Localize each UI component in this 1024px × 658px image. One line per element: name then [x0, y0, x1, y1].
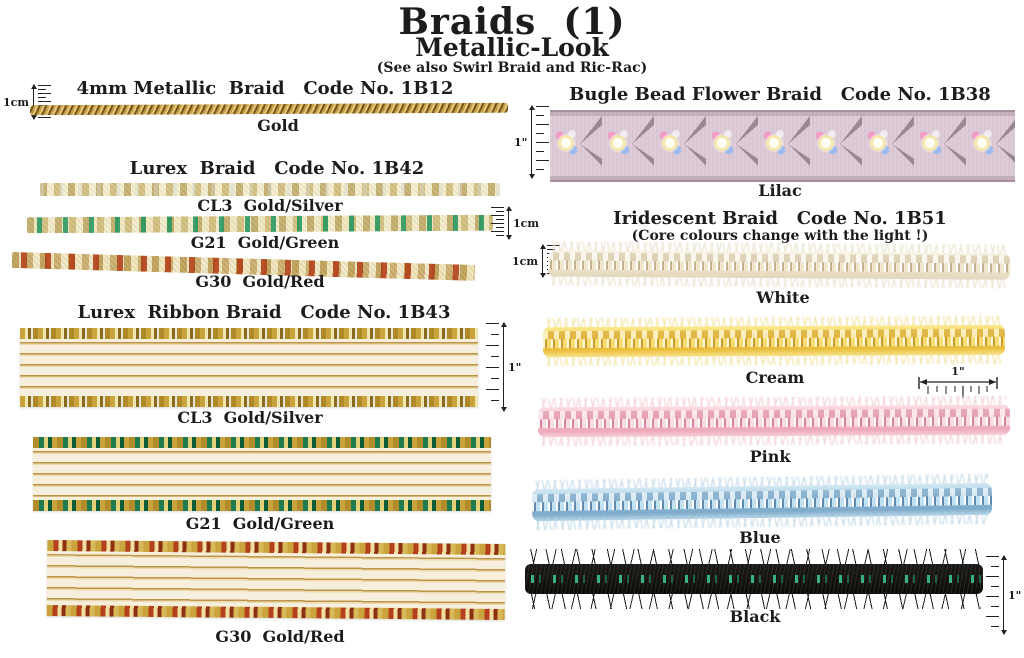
ruler-1in-horizontal: 1": [916, 366, 1000, 401]
sample-label-lurex-g21: G21 Gold/Green: [190, 233, 340, 252]
braid-image-lurex-cl3: [40, 183, 500, 196]
ruler-label: 1cm: [512, 254, 538, 268]
ruler-label: 1": [508, 360, 522, 374]
braid-image-white: [547, 250, 1011, 280]
ruler-label: 1": [514, 135, 528, 149]
ruler-arrow-line: [30, 84, 37, 120]
braid-core: [531, 482, 993, 522]
sample-label-blue: Blue: [739, 528, 781, 547]
sample-label-white: White: [756, 288, 810, 307]
ruler-ticks: [486, 323, 499, 411]
ruler-arrow-line: [500, 322, 507, 412]
braid-core: [525, 564, 983, 594]
sample-label-pink: Pink: [749, 447, 791, 466]
ruler-arrow-line: [505, 206, 512, 240]
braid-image-ribbon-g21: [33, 437, 491, 511]
sample-label-black: Black: [729, 607, 781, 626]
ruler-arrow-line: [539, 244, 546, 278]
section-title-lurex-ribbon-braid: Lurex Ribbon Braid Code No. 1B43: [77, 302, 451, 323]
ruler-arrow-line: [1000, 555, 1007, 635]
section-title-bugle-bead-flower-braid: Bugle Bead Flower Braid Code No. 1B38: [569, 84, 991, 105]
ruler-arrow-line: [528, 105, 535, 179]
section-note-iridescent: (Core colours change with the light !): [631, 228, 929, 244]
ruler-label: 1cm: [3, 95, 29, 109]
braid-image-lilac-bugle-bead: [550, 110, 1015, 182]
ruler-1in-lilac: 1": [514, 105, 550, 179]
sample-label-ribbon-cl3: CL3 Gold/Silver: [177, 408, 323, 427]
sample-label-cream: Cream: [745, 368, 805, 387]
sample-label-gold: Gold: [257, 116, 299, 135]
section-title-iridescent-braid: Iridescent Braid Code No. 1B51: [613, 208, 947, 229]
braid-core: [542, 324, 1006, 358]
ruler-ticks: [491, 207, 504, 239]
braid-image-gold-4mm: [29, 102, 509, 116]
braid-core: [547, 250, 1011, 280]
braid-image-pink: [537, 404, 1011, 438]
sample-label-ribbon-g30: G30 Gold/Red: [215, 627, 345, 646]
ruler-ticks: [986, 556, 999, 634]
braid-image-black: [525, 549, 983, 609]
page-note: (See also Swirl Braid and Ric-Rac): [376, 60, 648, 76]
ruler-1in-ribbon: 1": [486, 322, 522, 412]
ruler-graphic: [918, 377, 998, 398]
braid-image-cream: [542, 324, 1006, 358]
ruler-ticks: [536, 106, 550, 178]
page-subtitle: Metallic-Look: [415, 33, 609, 62]
ruler-label: 1cm: [513, 216, 539, 230]
sample-label-ribbon-g21: G21 Gold/Green: [185, 514, 335, 533]
braid-core: [537, 404, 1011, 438]
ruler-1in-black: 1": [986, 555, 1022, 635]
braid-image-blue: [531, 482, 993, 522]
ruler-1cm-lurex: 1cm: [491, 206, 539, 240]
section-title-4mm-metallic-braid: 4mm Metallic Braid Code No. 1B12: [76, 78, 454, 99]
braid-image-lurex-g21: [26, 214, 494, 234]
braid-image-ribbon-cl3: [20, 328, 478, 407]
page-title: Braids (1): [398, 1, 626, 43]
ruler-label: 1": [1008, 588, 1022, 602]
braid-image-ribbon-g30: [46, 540, 506, 620]
ruler-label: 1": [951, 365, 965, 378]
sample-label-lurex-cl3: CL3 Gold/Silver: [197, 196, 343, 215]
sample-label-lilac: Lilac: [758, 181, 802, 200]
sample-label-lurex-g30: G30 Gold/Red: [195, 272, 325, 291]
section-title-lurex-braid: Lurex Braid Code No. 1B42: [129, 158, 425, 179]
